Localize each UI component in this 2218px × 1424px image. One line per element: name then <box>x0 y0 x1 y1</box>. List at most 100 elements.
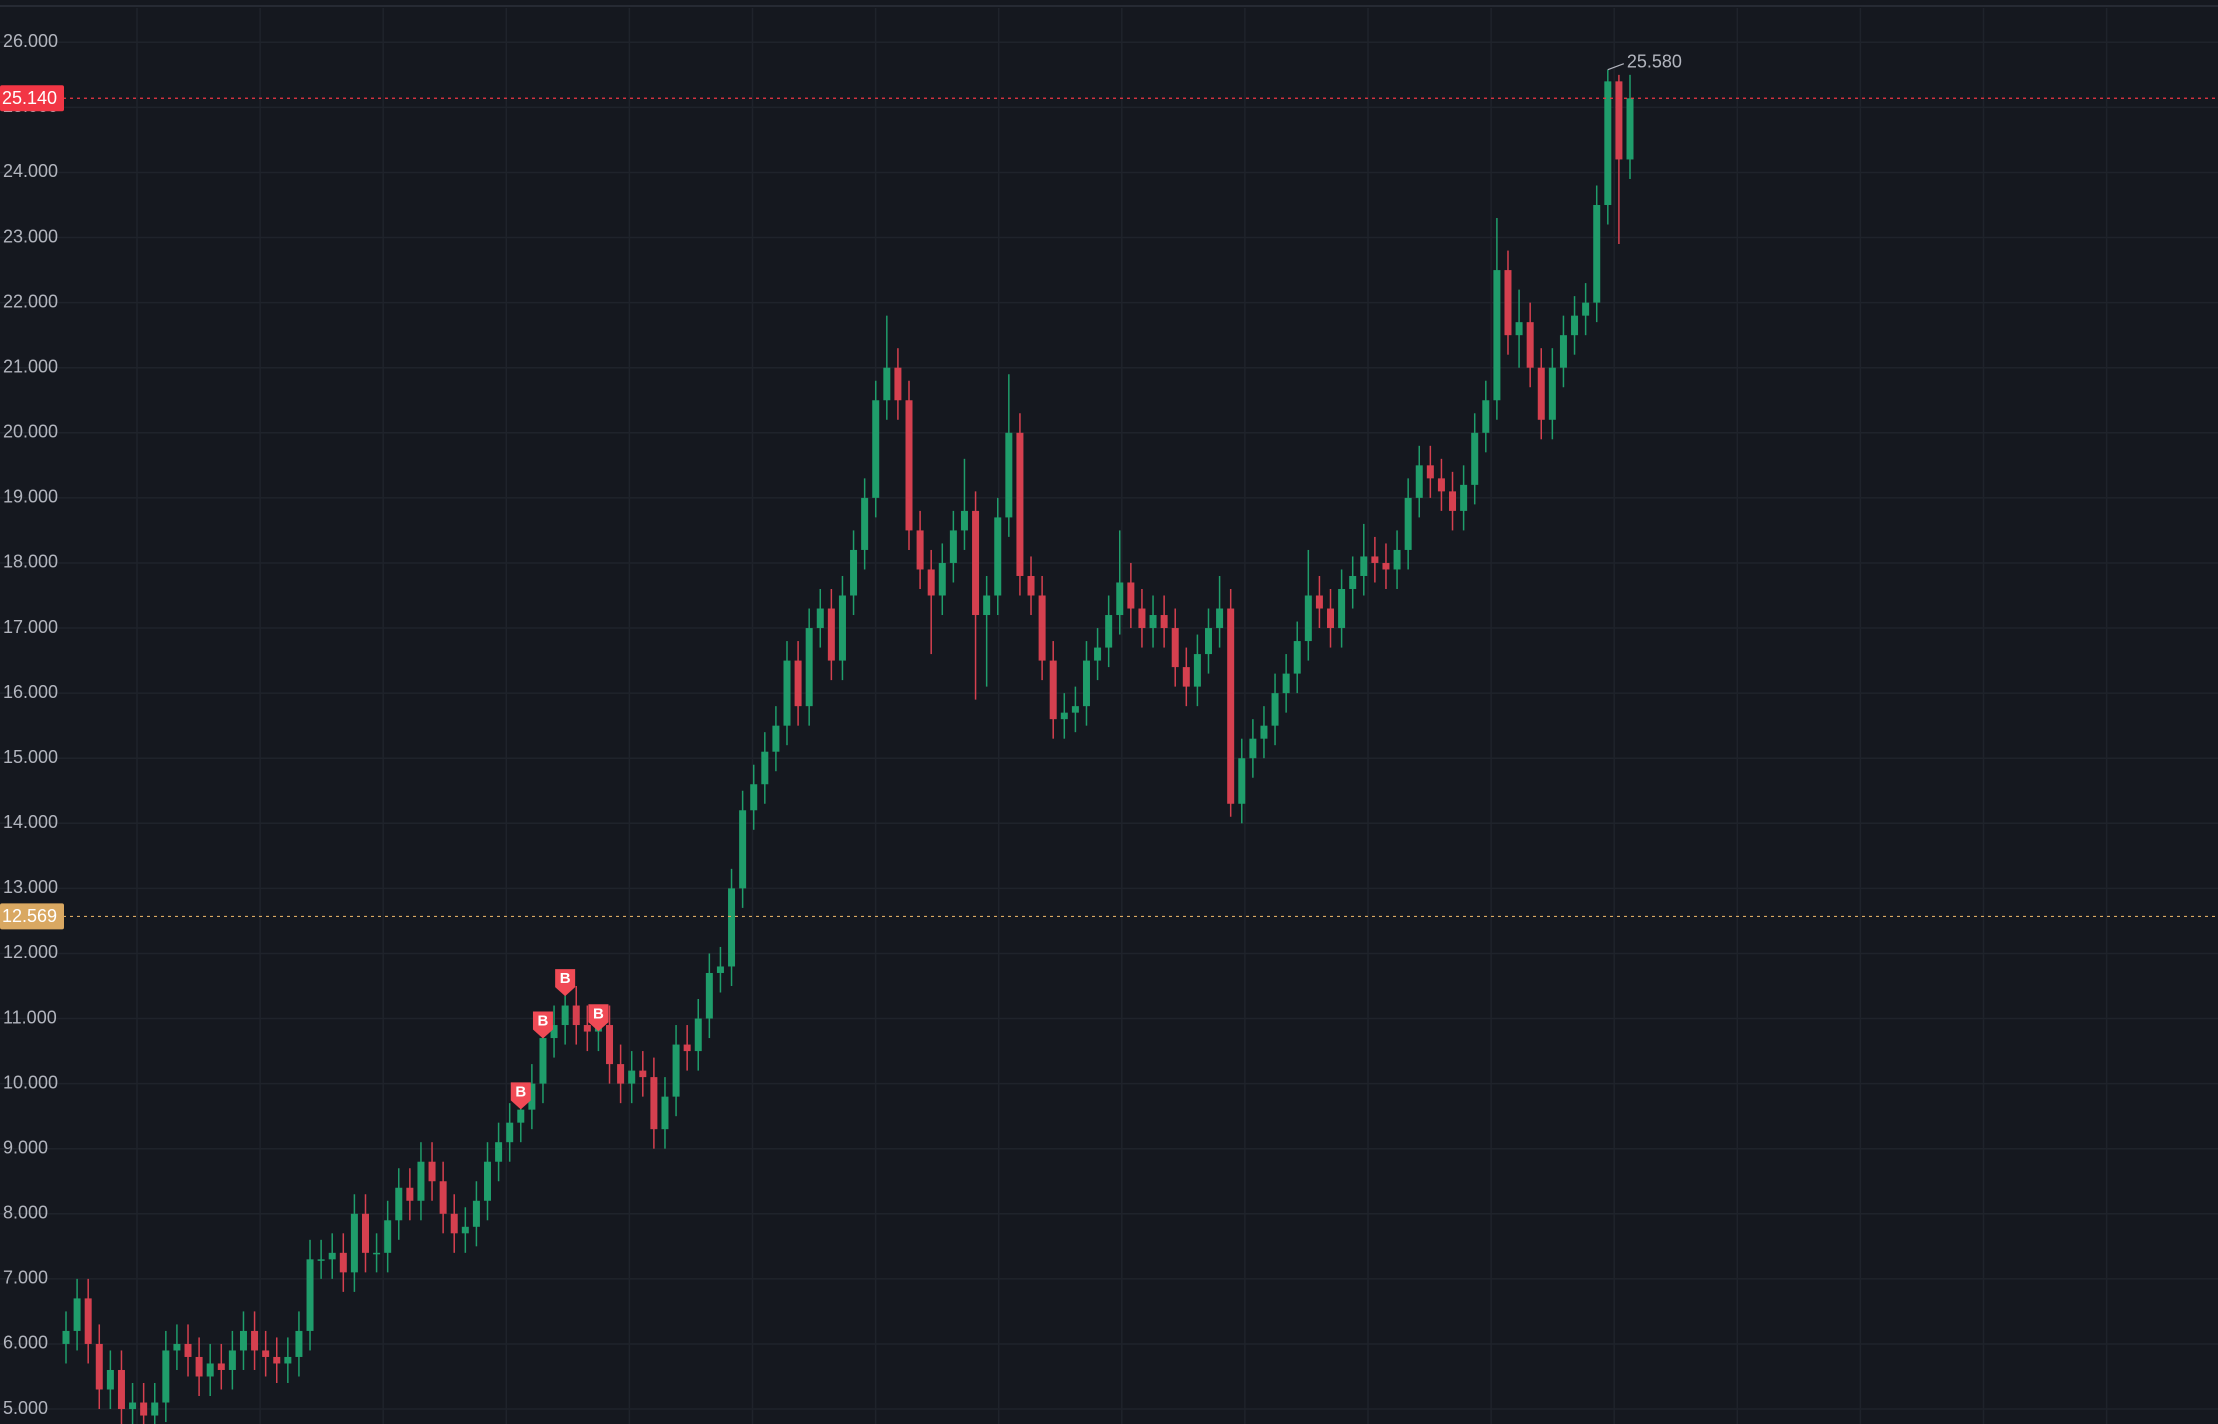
candle-body <box>73 1298 81 1331</box>
candle-body <box>894 367 902 401</box>
candle-body <box>983 595 991 616</box>
candle-body <box>1193 654 1201 687</box>
overlays: 5.000 6.000 7.000 8.000 9.000 10.000 11.000 12.… <box>0 31 2218 1418</box>
buy-marker <box>588 1004 609 1032</box>
candle-body <box>639 1070 647 1078</box>
price-badge <box>0 903 64 930</box>
candle-body <box>716 966 724 973</box>
candle-body <box>1471 432 1479 485</box>
candle-body <box>495 1142 503 1162</box>
y-tick-label: 14.000 <box>3 812 58 832</box>
candle-body <box>228 1350 236 1370</box>
y-tick-label: 5.000 <box>3 1398 48 1418</box>
candle-body <box>1049 660 1057 720</box>
candle-body <box>705 972 713 1019</box>
candle-body <box>1493 270 1501 401</box>
candle-body <box>140 1402 148 1416</box>
candle-body <box>1182 667 1190 687</box>
candle-body <box>816 608 824 629</box>
candle-body <box>273 1356 281 1364</box>
candle-body <box>1482 400 1490 433</box>
candle-body <box>1327 608 1335 629</box>
candle-body <box>1382 562 1390 570</box>
candle-body <box>384 1220 392 1253</box>
candle-body <box>1526 322 1534 368</box>
candle-body <box>361 1213 369 1253</box>
candle-body <box>683 1044 691 1052</box>
candle-body <box>1027 575 1035 596</box>
candle-body <box>106 1369 114 1390</box>
candle-body <box>195 1356 203 1377</box>
candle-body <box>1349 575 1357 589</box>
candle-body <box>750 784 758 811</box>
y-tick-label: 20.000 <box>3 422 58 442</box>
price-badge-label: 12.569 <box>2 906 57 926</box>
candle-body <box>949 530 957 563</box>
candle-body <box>395 1187 403 1221</box>
candle-body <box>251 1330 259 1351</box>
candle-body <box>1415 465 1423 498</box>
candle-body <box>572 1005 580 1026</box>
candle-body <box>938 562 946 596</box>
candle-body <box>1138 608 1146 629</box>
candle-body <box>306 1259 314 1331</box>
candle-body <box>1204 628 1212 655</box>
candle-body <box>1249 738 1257 759</box>
candle-body <box>373 1252 381 1255</box>
candle-body <box>561 1005 569 1026</box>
y-tick-label: 21.000 <box>3 356 58 376</box>
plot <box>62 69 1634 1424</box>
candle-body <box>117 1369 125 1410</box>
candle-body <box>1071 706 1079 713</box>
candle-body <box>1060 712 1068 720</box>
candle-body <box>827 608 835 661</box>
y-tick-label: 22.000 <box>3 291 58 311</box>
y-tick-label: 8.000 <box>3 1203 48 1223</box>
candle-body <box>672 1044 680 1097</box>
candle-body <box>1360 556 1368 576</box>
candle-body <box>317 1259 325 1261</box>
candle-body <box>794 660 802 707</box>
candle-body <box>1593 205 1601 303</box>
y-tick-label: 10.000 <box>3 1072 58 1092</box>
candle-body <box>550 1025 558 1039</box>
candle-body <box>872 400 880 498</box>
candle-body <box>184 1343 192 1357</box>
candle-body <box>428 1161 436 1182</box>
candle-body <box>960 510 968 531</box>
y-tick-label: 9.000 <box>3 1137 48 1157</box>
candle-body <box>1393 549 1401 570</box>
candle-body <box>905 400 913 531</box>
candle-body <box>350 1213 358 1273</box>
buy-marker <box>510 1082 531 1110</box>
candle-body <box>650 1077 658 1130</box>
candle-body <box>883 367 891 401</box>
candle-body <box>761 751 769 785</box>
candle-body <box>1216 608 1224 629</box>
candle-body <box>1604 81 1612 206</box>
grid <box>0 8 2218 1424</box>
candle-body <box>1437 478 1445 492</box>
candle-body <box>62 1330 70 1344</box>
buy-marker <box>532 1011 553 1039</box>
candle-body <box>1582 302 1590 316</box>
candle-body <box>1548 367 1556 420</box>
candle-body <box>417 1161 425 1201</box>
candle-body <box>1005 432 1013 518</box>
candle-body <box>972 510 980 616</box>
candle-body <box>151 1402 159 1416</box>
candle-body <box>739 810 747 889</box>
y-tick-label: 23.000 <box>3 226 58 246</box>
max-label: 25.580 <box>1627 51 1682 71</box>
candle-body <box>517 1109 525 1123</box>
candle-body <box>1227 608 1235 804</box>
candle-body <box>84 1298 92 1344</box>
y-tick-label: 7.000 <box>3 1268 48 1288</box>
candle-body <box>1460 484 1468 511</box>
candle-body <box>861 497 869 550</box>
candle-body <box>1238 758 1246 804</box>
candle-body <box>439 1181 447 1214</box>
buy-marker-label: B <box>538 1012 549 1029</box>
